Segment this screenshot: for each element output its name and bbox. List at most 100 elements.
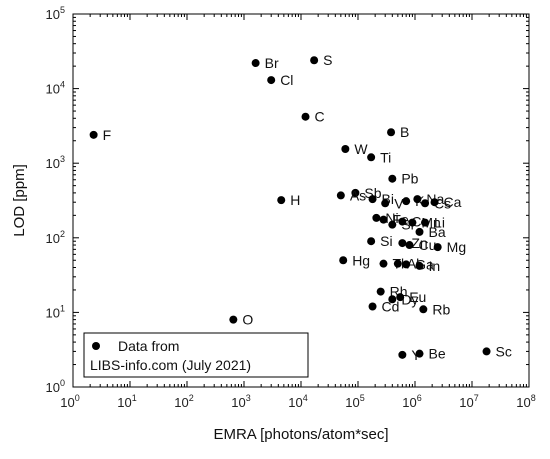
data-point-pb [388, 174, 397, 183]
data-point-y [398, 350, 407, 359]
x-tick-label: 103 [231, 393, 250, 410]
data-point-sc [482, 347, 491, 356]
data-point-ba [415, 227, 424, 236]
data-point-cr [398, 217, 407, 226]
data-point-cs [421, 199, 430, 208]
point-label-hg: Hg [352, 252, 370, 268]
point-label-ba: Ba [429, 224, 446, 240]
data-point-na [413, 195, 422, 204]
data-point-w [341, 145, 350, 154]
legend-label-line1: Data from [118, 338, 179, 354]
y-tick-label: 103 [46, 154, 65, 171]
x-tick-label: 107 [459, 393, 478, 410]
data-point-si [367, 237, 376, 246]
point-label-f: F [103, 127, 112, 143]
x-tick-label: 101 [117, 393, 136, 410]
data-point-as [336, 191, 345, 200]
point-label-br: Br [265, 55, 279, 71]
point-label-c: C [315, 109, 325, 125]
point-label-li: Li [434, 215, 445, 231]
point-label-b: B [400, 124, 409, 140]
data-point-br [251, 59, 260, 68]
y-axis-title: LOD [ppm] [11, 164, 28, 237]
point-label-eu: Eu [409, 289, 426, 305]
point-label-cl: Cl [280, 72, 293, 88]
data-point-sb [351, 188, 360, 197]
data-point-hg [339, 256, 348, 265]
data-point-ti [367, 153, 376, 162]
point-label-pb: Pb [401, 171, 418, 187]
point-label-as: As [350, 187, 366, 203]
legend-label-line2: LIBS-info.com (July 2021) [90, 357, 251, 373]
point-label-be: Be [429, 346, 446, 362]
x-axis-title: EMRA [photons/atom*sec] [213, 426, 388, 443]
data-point-cl [267, 76, 276, 85]
x-tick-label: 108 [516, 393, 535, 410]
point-label-cs: Cs [434, 195, 451, 211]
y-tick-label: 102 [46, 229, 65, 246]
y-tick-label: 105 [46, 5, 65, 22]
x-tick-label: 105 [345, 393, 364, 410]
data-point-rh [376, 287, 385, 296]
point-label-ni: Ni [385, 210, 398, 226]
data-point-be [415, 349, 424, 358]
y-tick-label: 100 [46, 378, 65, 395]
x-tick-label: 106 [402, 393, 421, 410]
x-tick-label: 100 [60, 393, 79, 410]
data-point-ca [430, 198, 439, 207]
data-point-bi [368, 195, 377, 204]
plot-area-frame [72, 13, 530, 388]
data-point-k [402, 197, 411, 206]
data-points: FOBrClSCHBWTiPbSbAsBiVKNaCsCaNiFeSrCrMnL… [89, 52, 512, 363]
point-label-si: Si [380, 233, 392, 249]
point-label-rb: Rb [432, 301, 450, 317]
x-tick-label: 102 [174, 393, 193, 410]
data-point-ga [402, 260, 411, 269]
point-label-w: W [354, 141, 368, 157]
point-label-in: In [429, 258, 441, 274]
data-point-mg [433, 243, 442, 252]
point-label-h: H [290, 192, 300, 208]
data-point-rb [419, 305, 428, 314]
data-point-dy [388, 295, 397, 304]
data-point-zn [398, 239, 407, 248]
point-label-sc: Sc [496, 343, 512, 359]
point-label-o: O [242, 312, 253, 328]
data-point-h [277, 196, 286, 205]
data-point-cd [368, 302, 377, 311]
x-tick-label: 104 [288, 393, 307, 410]
point-label-s: S [323, 52, 332, 68]
data-point-in [415, 261, 424, 270]
data-point-cu [405, 241, 414, 250]
point-label-dy: Dy [401, 291, 418, 307]
point-label-mg: Mg [447, 239, 466, 255]
data-point-tl [379, 259, 388, 268]
data-point-f [89, 130, 98, 139]
legend-marker [92, 342, 100, 350]
point-label-v: V [394, 195, 404, 211]
data-point-o [229, 315, 238, 324]
data-point-mn [408, 218, 417, 227]
point-label-ti: Ti [380, 149, 391, 165]
point-label-cd: Cd [382, 298, 400, 314]
legend-box [83, 332, 309, 378]
data-point-v [381, 199, 390, 208]
data-point-s [310, 56, 319, 65]
data-point-fe [379, 215, 388, 224]
point-label-mn: Mn [421, 215, 440, 231]
legend: Data from LIBS-info.com (July 2021) [83, 332, 309, 378]
y-tick-label: 101 [46, 303, 65, 320]
data-point-b [387, 128, 396, 137]
y-tick-label: 104 [46, 80, 65, 97]
data-point-ni [372, 213, 381, 222]
data-point-li [421, 218, 430, 227]
point-label-sb: Sb [364, 185, 381, 201]
data-point-c [301, 112, 310, 121]
data-point-eu [396, 293, 405, 302]
point-label-cu: Cu [418, 237, 436, 253]
point-label-zn: Zn [411, 235, 427, 251]
data-point-sr [388, 220, 397, 229]
point-label-ca: Ca [444, 194, 462, 210]
data-point-al [393, 259, 402, 268]
